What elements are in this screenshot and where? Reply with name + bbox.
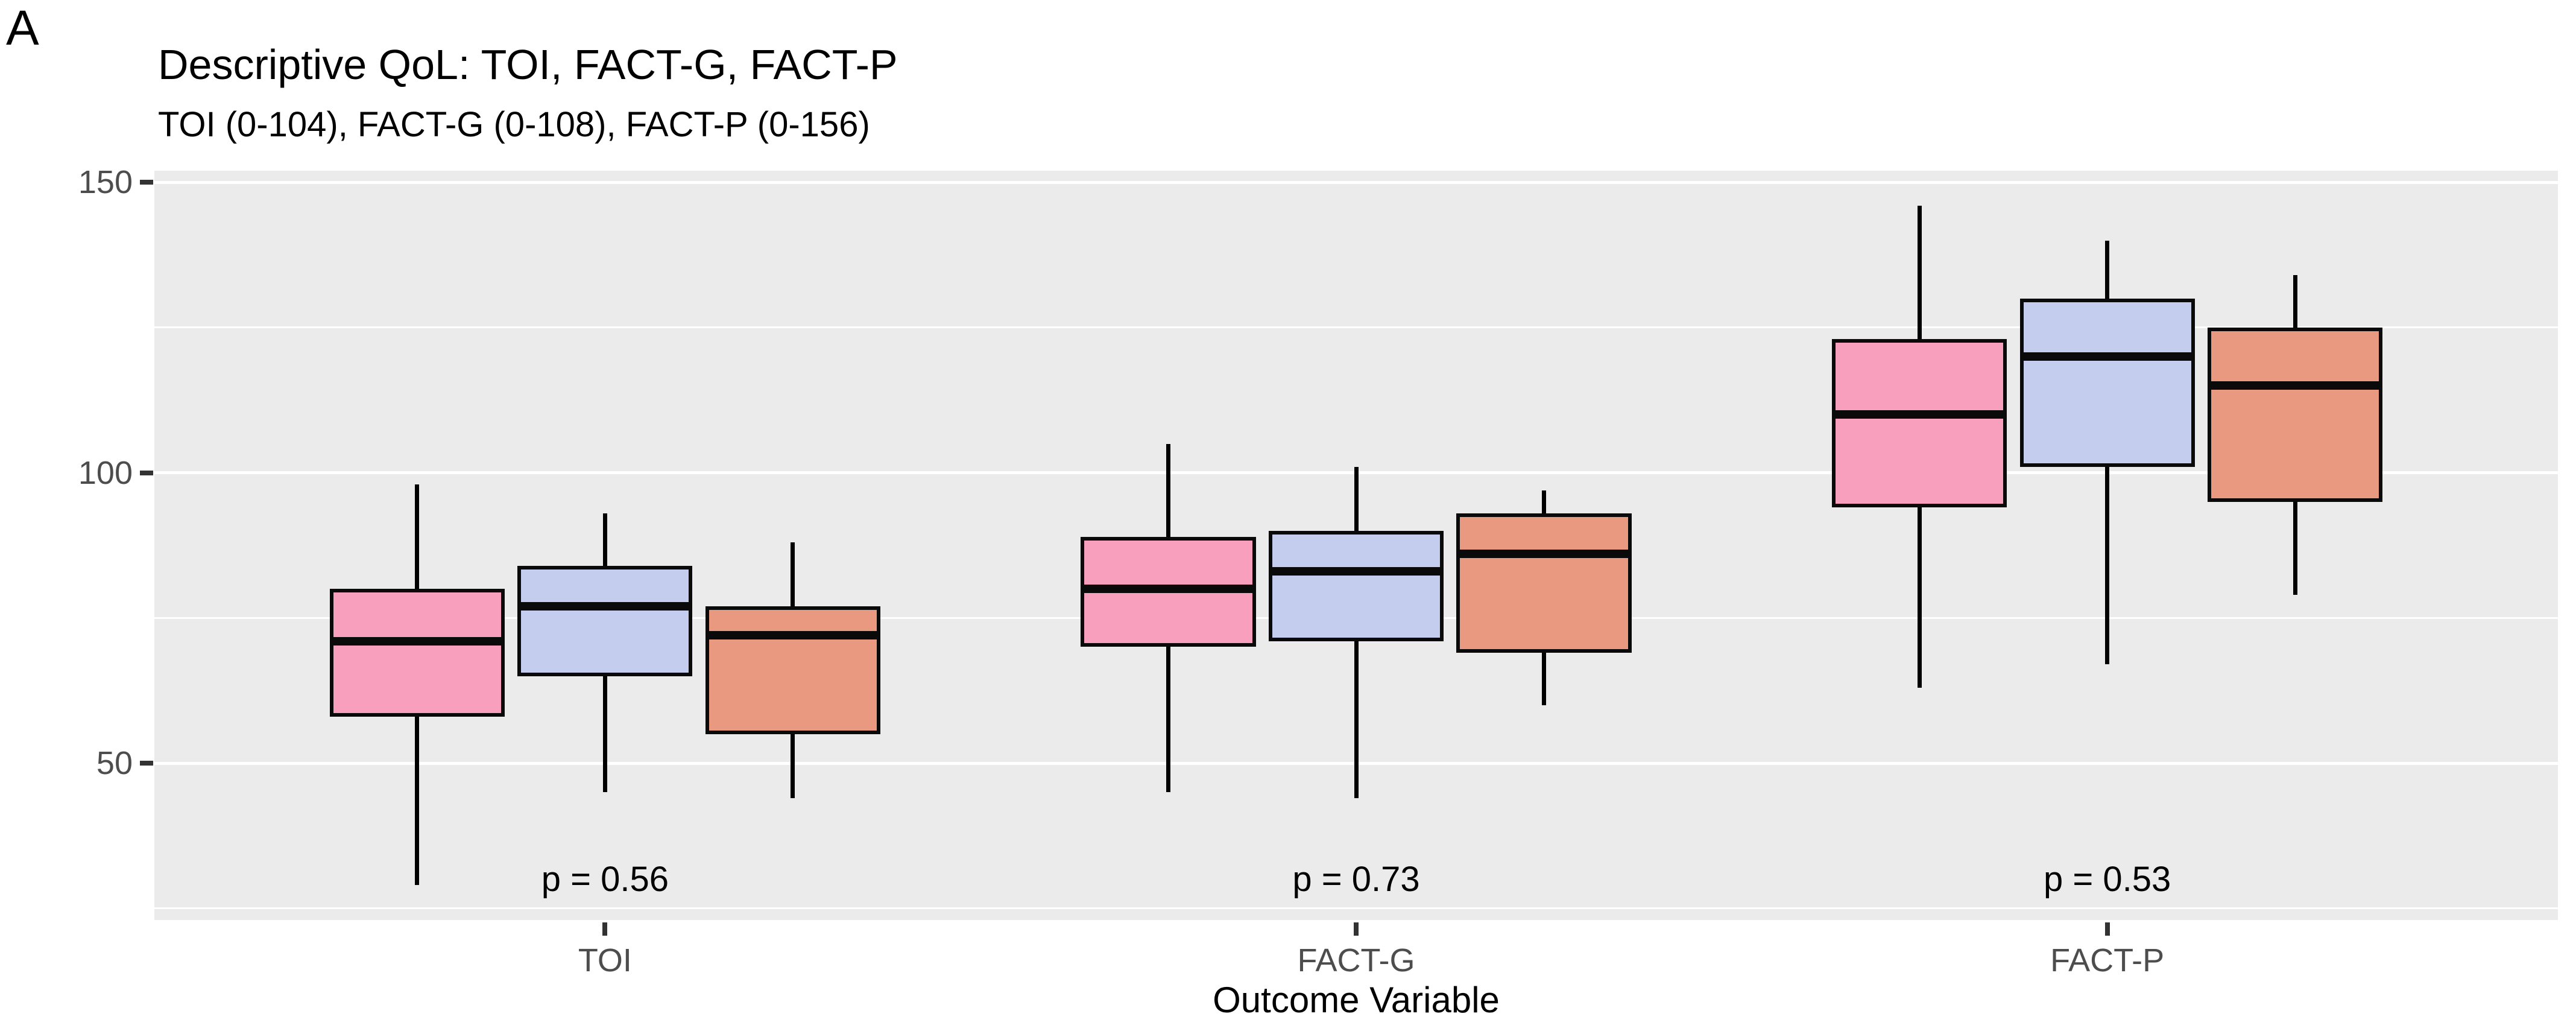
- x-tick-mark: [2104, 922, 2110, 936]
- panel-label-a: A: [6, 1, 39, 56]
- x-tick-label: FACT-G: [1297, 942, 1415, 979]
- chart-title: Descriptive QoL: TOI, FACT-G, FACT-P: [158, 41, 898, 88]
- x-axis-title: Outcome Variable: [1213, 980, 1500, 1020]
- p-value-label: p = 0.73: [1292, 859, 1420, 899]
- box-iqr: [329, 589, 505, 717]
- minor-gridline: [154, 907, 2558, 910]
- box-iqr: [2207, 327, 2383, 502]
- p-value-label: p = 0.53: [2044, 859, 2171, 899]
- median-line: [1456, 550, 1632, 559]
- major-gridline: [154, 180, 2558, 184]
- box-iqr: [2019, 298, 2195, 468]
- median-line: [1832, 410, 2007, 419]
- box-iqr: [705, 606, 880, 734]
- median-line: [329, 636, 505, 646]
- plot-panel: p = 0.56 p = 0.73 p = 0.53: [154, 171, 2558, 920]
- y-tick-label: 100: [78, 454, 133, 491]
- median-line: [2019, 352, 2195, 361]
- median-line: [1081, 585, 1256, 594]
- median-line: [517, 602, 693, 611]
- median-line: [1268, 567, 1444, 576]
- x-tick-mark: [1354, 922, 1359, 936]
- x-tick-label: FACT-P: [2050, 942, 2165, 979]
- x-tick-mark: [602, 922, 608, 936]
- y-tick-label: 150: [78, 164, 133, 201]
- chart-subtitle: TOI (0-104), FACT-G (0-108), FACT-P (0-1…: [158, 105, 870, 144]
- box-iqr: [1832, 339, 2007, 508]
- box-iqr: [1268, 530, 1444, 641]
- p-value-label: p = 0.56: [541, 859, 669, 899]
- median-line: [705, 631, 880, 640]
- x-tick-label: TOI: [578, 942, 632, 979]
- median-line: [2207, 381, 2383, 390]
- y-tick-label: 50: [96, 745, 133, 782]
- y-tick-mark: [140, 470, 153, 475]
- box-iqr: [517, 565, 693, 676]
- minor-gridline: [154, 326, 2558, 329]
- y-tick-mark: [140, 180, 153, 185]
- box-iqr: [1456, 513, 1632, 653]
- y-tick-mark: [140, 761, 153, 766]
